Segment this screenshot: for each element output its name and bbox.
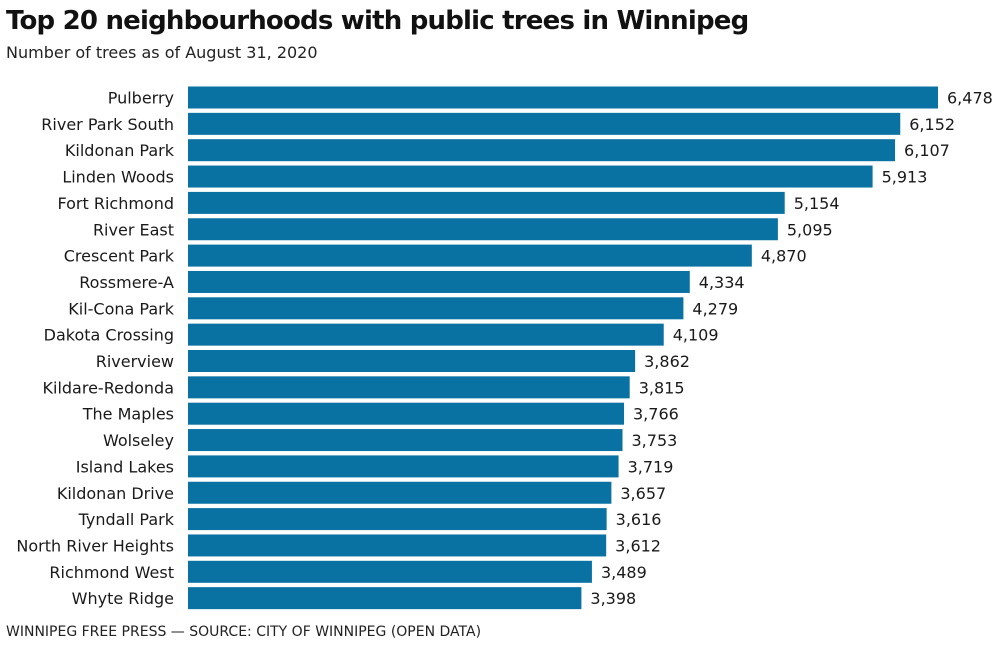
value-label: 4,870 [761, 247, 807, 266]
value-label: 3,815 [639, 378, 685, 397]
category-label: Wolseley [103, 431, 174, 450]
bar [188, 270, 690, 293]
bar [188, 218, 778, 241]
bar [188, 481, 612, 504]
category-label: Rossmere-A [79, 273, 174, 292]
category-label: Crescent Park [64, 247, 175, 266]
bar [188, 297, 684, 320]
value-label: 6,478 [947, 89, 993, 108]
category-label: North River Heights [16, 536, 174, 555]
bar [188, 587, 582, 610]
value-label: 5,913 [882, 168, 928, 187]
value-label: 6,152 [909, 115, 955, 134]
value-label: 4,279 [692, 299, 738, 318]
bars-layer [188, 86, 938, 610]
value-label: 3,612 [615, 536, 661, 555]
bar [188, 376, 630, 399]
bar [188, 534, 607, 557]
bar [188, 455, 619, 478]
chart-title: Top 20 neighbourhoods with public trees … [6, 6, 749, 36]
value-label: 5,154 [794, 194, 840, 213]
value-label: 3,753 [632, 431, 678, 450]
category-label: Richmond West [49, 563, 174, 582]
value-label: 3,657 [620, 484, 666, 503]
bar [188, 139, 896, 162]
category-label: Fort Richmond [57, 194, 174, 213]
bar [188, 429, 623, 452]
category-label: River Park South [41, 115, 174, 134]
value-label: 5,095 [787, 220, 833, 239]
bar [188, 560, 592, 583]
category-label: Kildonan Park [65, 141, 175, 160]
value-label: 3,862 [644, 352, 690, 371]
value-label: 3,489 [601, 563, 647, 582]
bar [188, 112, 901, 135]
category-label: Kildare-Redonda [43, 378, 174, 397]
source-credit: WINNIPEG FREE PRESS — SOURCE: CITY OF WI… [6, 624, 482, 640]
value-label: 3,616 [616, 510, 662, 529]
chart-subtitle: Number of trees as of August 31, 2020 [6, 43, 318, 62]
bar [188, 165, 873, 188]
bar [188, 402, 625, 425]
value-label: 3,719 [628, 457, 674, 476]
category-label: Linden Woods [62, 168, 174, 187]
category-label: Kildonan Drive [57, 484, 174, 503]
category-label: The Maples [82, 405, 174, 424]
category-label: Tyndall Park [78, 510, 175, 529]
bar [188, 191, 785, 214]
bar [188, 323, 664, 346]
category-label: River East [93, 220, 174, 239]
category-label: Kil-Cona Park [68, 299, 174, 318]
bar [188, 350, 636, 372]
bar [188, 508, 607, 531]
value-label: 3,766 [633, 405, 679, 424]
value-label: 3,398 [590, 589, 636, 608]
category-label: Whyte Ridge [72, 589, 174, 608]
value-label: 4,109 [673, 326, 719, 345]
category-labels: Pulberry River Park South Kildonan Park Lin… [16, 89, 174, 609]
value-labels: 6,478 6,152 6,107 5,913 5,154 5,095 4,870 4,334… [590, 89, 992, 609]
value-label: 6,107 [904, 141, 950, 160]
bar [188, 86, 938, 109]
category-label: Dakota Crossing [44, 326, 174, 345]
category-label: Riverview [96, 352, 174, 371]
category-label: Pulberry [108, 89, 174, 108]
value-label: 4,334 [699, 273, 745, 292]
category-label: Island Lakes [76, 457, 174, 476]
bar [188, 244, 752, 267]
